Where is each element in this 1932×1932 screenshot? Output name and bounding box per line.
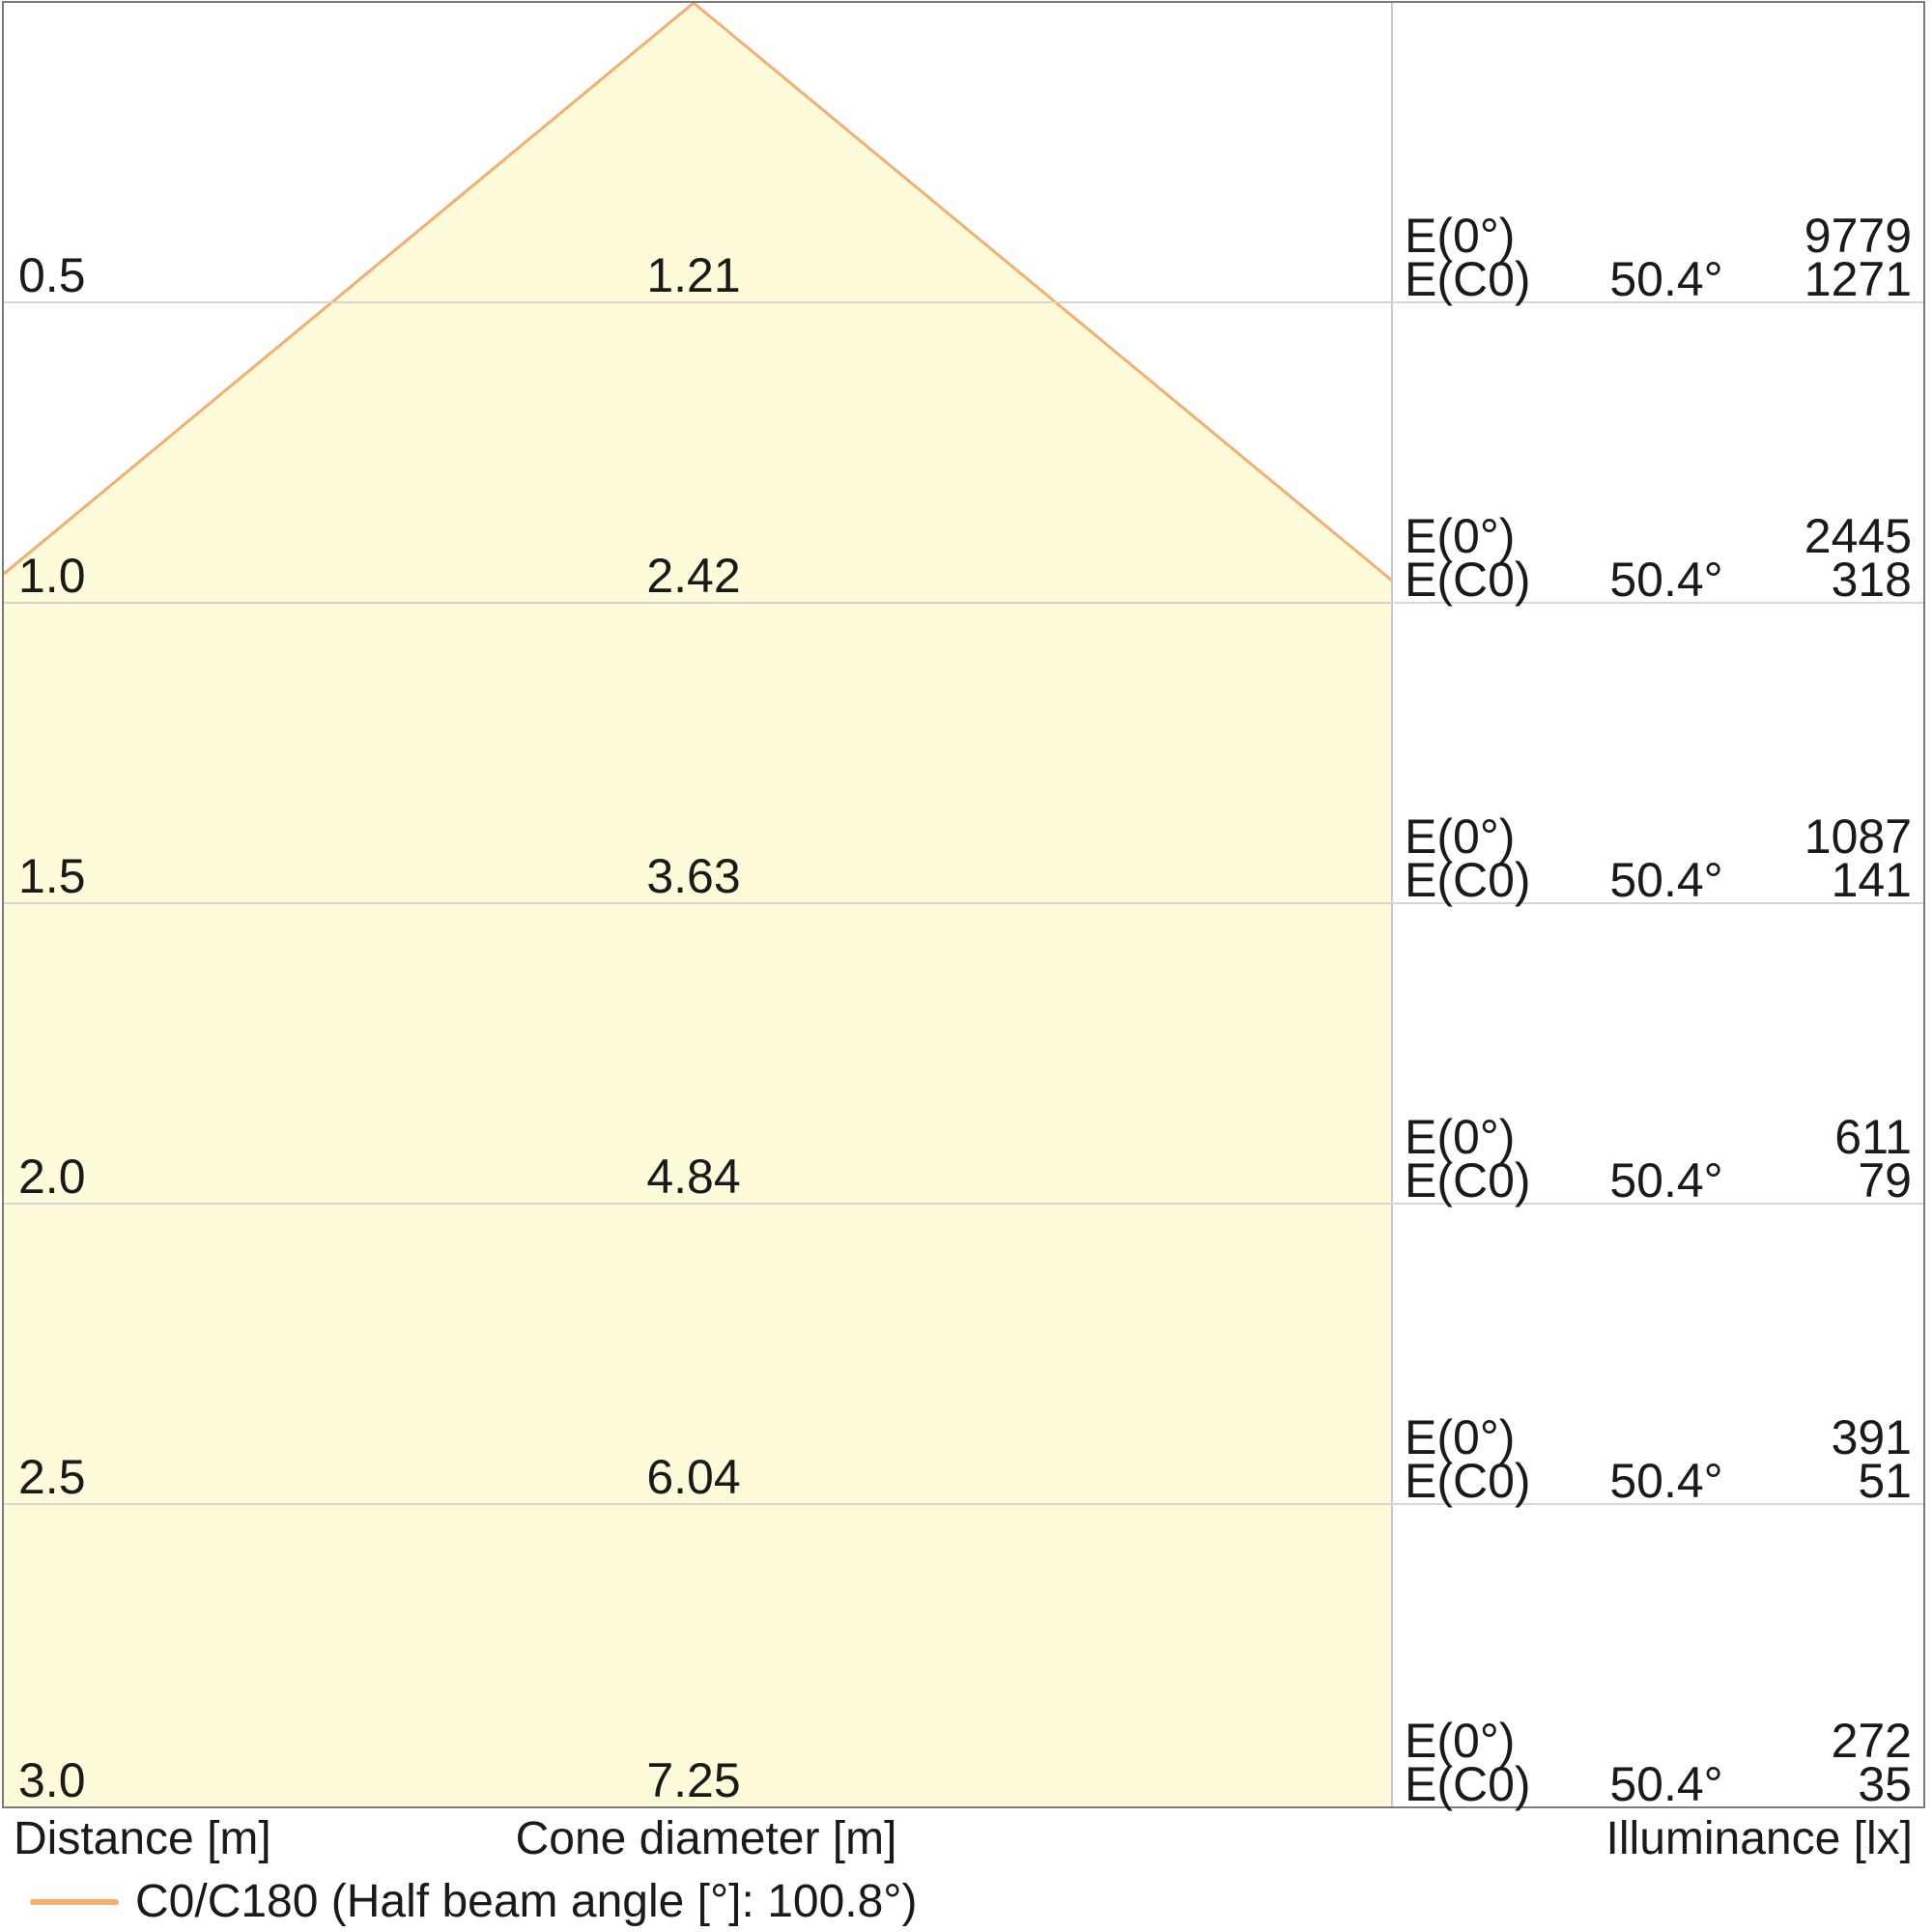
distance-value: 3.0 xyxy=(18,1753,86,1807)
ec0-line: E(C0) 50.4° 51 xyxy=(1405,1454,1912,1508)
e0-label: E(0°) xyxy=(1405,509,1516,563)
distance-value: 0.5 xyxy=(18,248,86,302)
distance-axis-label: Distance [m] xyxy=(14,1813,271,1864)
e0-label: E(0°) xyxy=(1405,810,1516,864)
table-row: 1.5 3.63 E(0°) 1087 E(C0) 50.4° 141 xyxy=(4,604,1923,904)
table-row: 1.0 2.42 E(0°) 2445 E(C0) 50.4° 318 xyxy=(4,303,1923,604)
cone-diameter-value: 4.84 xyxy=(646,1150,741,1204)
e0-value: 1087 xyxy=(1804,810,1912,864)
legend-line-swatch xyxy=(30,1899,119,1905)
beam-edge-right-line xyxy=(693,3,1393,582)
illuminance-panel: E(0°) 391 E(C0) 50.4° 51 xyxy=(1405,1410,1912,1508)
e0-line: E(0°) 611 xyxy=(1405,1110,1912,1164)
table-row: 0.5 1.21 E(0°) 9779 E(C0) 50.4° 1271 xyxy=(4,3,1923,303)
e0-label: E(0°) xyxy=(1405,1410,1516,1464)
e0-line: E(0°) 1087 xyxy=(1405,810,1912,864)
beam-edge-left-line xyxy=(4,3,695,576)
illuminance-panel: E(0°) 2445 E(C0) 50.4° 318 xyxy=(1405,509,1912,607)
illuminance-panel: E(0°) 272 E(C0) 50.4° 35 xyxy=(1405,1714,1912,1811)
e0-value: 9779 xyxy=(1804,209,1912,263)
ec0-value: 35 xyxy=(1858,1757,1912,1811)
ec0-label: E(C0) xyxy=(1405,553,1531,607)
ec0-value: 318 xyxy=(1831,553,1912,607)
e0-line: E(0°) 272 xyxy=(1405,1714,1912,1768)
legend-label: C0/C180 (Half beam angle [°]: 100.8°) xyxy=(135,1876,918,1927)
e0-value: 272 xyxy=(1831,1714,1912,1768)
illuminance-axis-label: Illuminance [lx] xyxy=(1605,1813,1913,1864)
illuminance-panel: E(0°) 611 E(C0) 50.4° 79 xyxy=(1405,1110,1912,1208)
ec0-value: 141 xyxy=(1831,853,1912,907)
distance-value: 1.0 xyxy=(18,549,86,603)
e0-label: E(0°) xyxy=(1405,1110,1516,1164)
light-cone-graphic xyxy=(4,3,1393,1806)
ec0-value: 1271 xyxy=(1804,252,1912,306)
cone-diameter-value: 1.21 xyxy=(646,248,741,302)
distance-value: 1.5 xyxy=(18,849,86,903)
beam-angle-value: 50.4° xyxy=(1609,853,1723,907)
table-row: 2.0 4.84 E(0°) 611 E(C0) 50.4° 79 xyxy=(4,904,1923,1205)
beam-angle-value: 50.4° xyxy=(1609,1454,1723,1508)
table-row: 2.5 6.04 E(0°) 391 E(C0) 50.4° 51 xyxy=(4,1205,1923,1505)
ec0-label: E(C0) xyxy=(1405,1757,1531,1811)
cone-diameter-value: 7.25 xyxy=(646,1753,741,1807)
e0-line: E(0°) 2445 xyxy=(1405,509,1912,563)
cone-diameter-axis-label: Cone diameter [m] xyxy=(515,1813,897,1864)
diagram-frame: 0.5 1.21 E(0°) 9779 E(C0) 50.4° 1271 1.0… xyxy=(2,1,1925,1808)
cone-fill-area xyxy=(4,3,1392,1806)
legend: C0/C180 (Half beam angle [°]: 100.8°) xyxy=(0,1872,1932,1932)
ec0-label: E(C0) xyxy=(1405,1454,1531,1508)
ec0-label: E(C0) xyxy=(1405,1153,1531,1208)
ec0-line: E(C0) 50.4° 318 xyxy=(1405,553,1912,607)
illuminance-panel: E(0°) 1087 E(C0) 50.4° 141 xyxy=(1405,810,1912,907)
ec0-label: E(C0) xyxy=(1405,252,1531,306)
ec0-label: E(C0) xyxy=(1405,853,1531,907)
e0-label: E(0°) xyxy=(1405,209,1516,263)
ec0-line: E(C0) 50.4° 79 xyxy=(1405,1153,1912,1208)
ec0-value: 51 xyxy=(1858,1454,1912,1508)
e0-label: E(0°) xyxy=(1405,1714,1516,1768)
panel-divider-line xyxy=(1391,3,1393,1806)
beam-angle-value: 50.4° xyxy=(1609,252,1723,306)
e0-line: E(0°) 391 xyxy=(1405,1410,1912,1464)
ec0-line: E(C0) 50.4° 141 xyxy=(1405,853,1912,907)
ec0-line: E(C0) 50.4° 1271 xyxy=(1405,252,1912,306)
e0-value: 2445 xyxy=(1804,509,1912,563)
distance-value: 2.5 xyxy=(18,1450,86,1504)
table-row: 3.0 7.25 E(0°) 272 E(C0) 50.4° 35 xyxy=(4,1505,1923,1811)
beam-angle-value: 50.4° xyxy=(1609,1757,1723,1811)
cone-diameter-value: 2.42 xyxy=(646,549,741,603)
beam-angle-value: 50.4° xyxy=(1609,1153,1723,1208)
cone-diameter-value: 3.63 xyxy=(646,849,741,903)
illuminance-panel: E(0°) 9779 E(C0) 50.4° 1271 xyxy=(1405,209,1912,306)
ec0-value: 79 xyxy=(1858,1153,1912,1208)
cone-diameter-value: 6.04 xyxy=(646,1450,741,1504)
e0-value: 391 xyxy=(1831,1410,1912,1464)
beam-angle-value: 50.4° xyxy=(1609,553,1723,607)
e0-line: E(0°) 9779 xyxy=(1405,209,1912,263)
distance-value: 2.0 xyxy=(18,1150,86,1204)
e0-value: 611 xyxy=(1834,1110,1912,1164)
ec0-line: E(C0) 50.4° 35 xyxy=(1405,1757,1912,1811)
